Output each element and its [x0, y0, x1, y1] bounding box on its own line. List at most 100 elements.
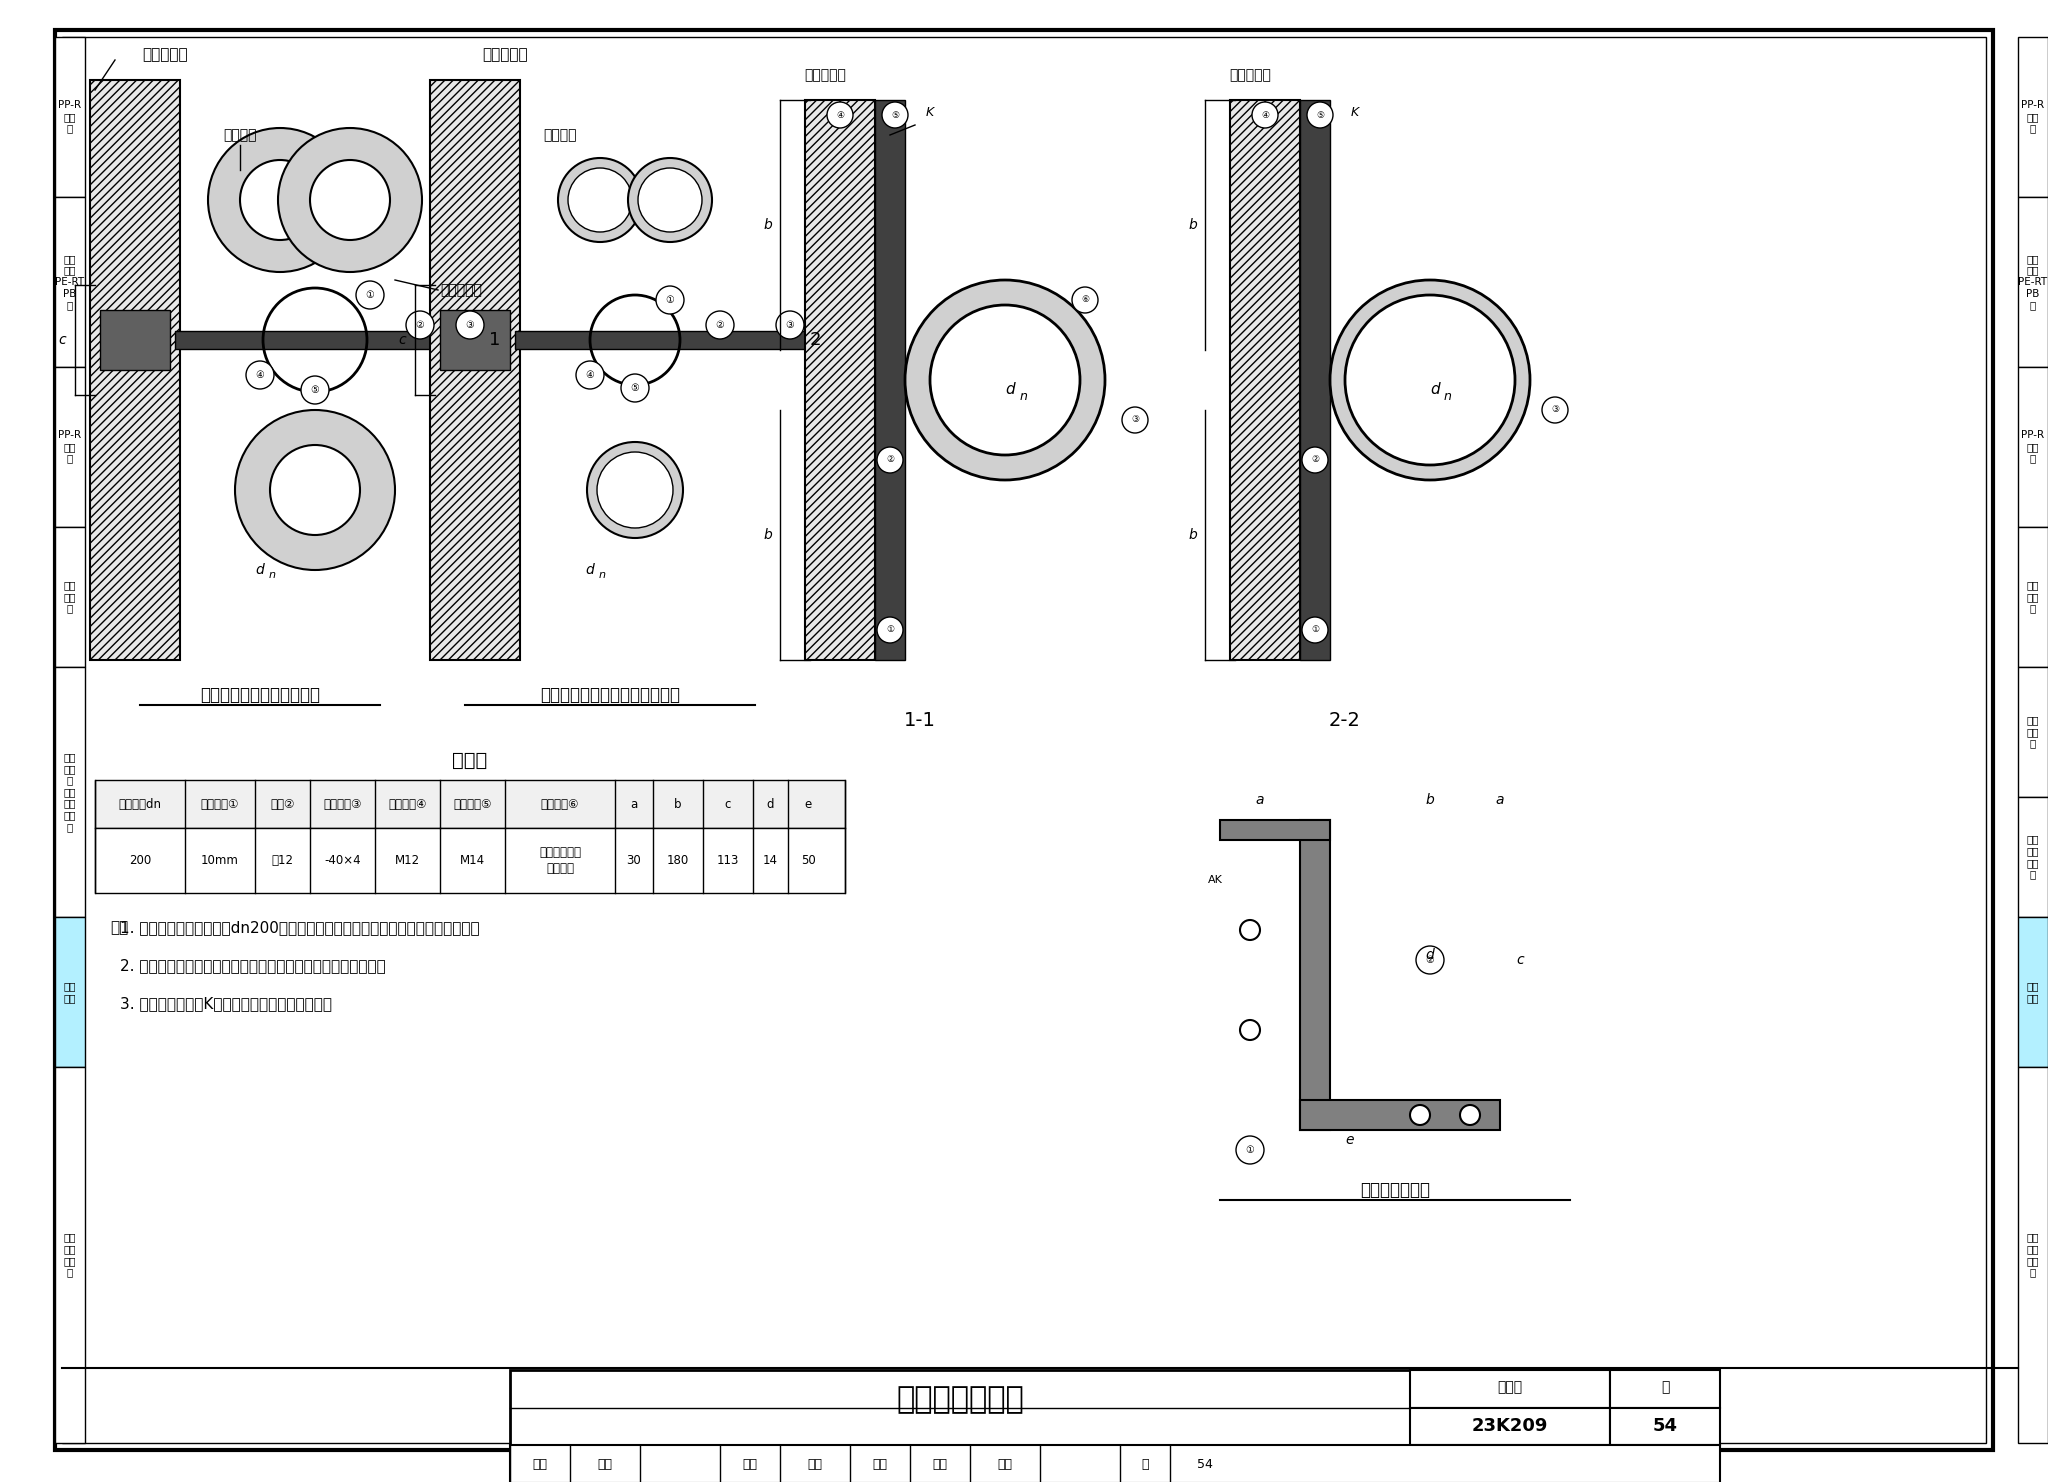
Text: PP-R
稳态
管: PP-R 稳态 管 — [59, 430, 82, 464]
Circle shape — [1303, 448, 1327, 473]
Text: 钢塑
复合
管: 钢塑 复合 管 — [2028, 716, 2040, 748]
Text: c: c — [1516, 953, 1524, 966]
Circle shape — [309, 160, 389, 240]
Circle shape — [1460, 1106, 1481, 1125]
Circle shape — [557, 159, 641, 242]
Circle shape — [930, 305, 1079, 455]
Circle shape — [1239, 920, 1260, 940]
Text: 铝合
金村
PE-RT
PB
管: 铝合 金村 PE-RT PB 管 — [55, 253, 84, 310]
Circle shape — [567, 167, 633, 233]
Text: 绝热木托⑥: 绝热木托⑥ — [541, 797, 580, 811]
Bar — [1409, 1369, 1610, 1408]
Circle shape — [827, 102, 854, 127]
Text: 设计确定: 设计确定 — [223, 127, 256, 142]
Bar — [55, 197, 86, 368]
Text: 邹勇: 邹勇 — [997, 1457, 1012, 1470]
Text: 无绝热层单立管滑动支架立面图: 无绝热层单立管滑动支架立面图 — [541, 686, 680, 704]
Bar — [510, 1445, 1720, 1482]
Circle shape — [598, 452, 674, 528]
Text: 膨胀锚栓④: 膨胀锚栓④ — [389, 797, 426, 811]
Text: ④: ④ — [1262, 111, 1270, 120]
Text: 于迟: 于迟 — [872, 1457, 887, 1470]
Text: ②: ② — [1425, 954, 1434, 965]
Bar — [55, 667, 86, 917]
Text: K: K — [926, 105, 934, 119]
Text: ②: ② — [715, 320, 725, 330]
Circle shape — [236, 411, 395, 571]
Text: 管道
支架: 管道 支架 — [63, 981, 76, 1003]
Circle shape — [209, 127, 352, 273]
Bar — [805, 99, 874, 659]
Text: d: d — [586, 563, 594, 576]
Bar — [2017, 1067, 2048, 1443]
Text: d: d — [1006, 382, 1016, 397]
Text: 材料表: 材料表 — [453, 750, 487, 769]
Text: b: b — [764, 218, 772, 233]
Bar — [1610, 1408, 1720, 1445]
Text: a: a — [1255, 793, 1264, 808]
Text: b: b — [674, 797, 682, 811]
Text: 图集号: 图集号 — [1497, 1380, 1522, 1395]
Text: 10mm: 10mm — [201, 854, 240, 867]
Bar — [2017, 368, 2048, 528]
Bar — [55, 1067, 86, 1443]
Bar — [94, 780, 846, 828]
Circle shape — [246, 362, 274, 388]
Text: 单立管滑动支架: 单立管滑动支架 — [897, 1386, 1024, 1414]
Circle shape — [406, 311, 434, 339]
Circle shape — [1415, 946, 1444, 974]
Text: 混凝土墙体: 混凝土墙体 — [805, 68, 846, 82]
Text: e: e — [1346, 1134, 1354, 1147]
Circle shape — [457, 311, 483, 339]
Circle shape — [1329, 280, 1530, 480]
Text: AK: AK — [1208, 874, 1223, 885]
Text: ②: ② — [1311, 455, 1319, 464]
Text: b: b — [1188, 218, 1198, 233]
Bar — [874, 99, 905, 659]
Text: ①: ① — [666, 295, 674, 305]
Text: 管道
支架: 管道 支架 — [2028, 981, 2040, 1003]
Bar — [55, 37, 86, 197]
Text: 槽钢②: 槽钢② — [270, 797, 295, 811]
Text: c: c — [397, 333, 406, 347]
Bar — [1610, 1369, 1720, 1408]
Bar — [55, 917, 86, 1067]
Circle shape — [639, 167, 702, 233]
Circle shape — [240, 160, 319, 240]
Bar — [94, 828, 846, 894]
Bar — [440, 310, 510, 370]
Circle shape — [621, 373, 649, 402]
Text: 蒋隆: 蒋隆 — [598, 1457, 612, 1470]
Text: d: d — [1430, 382, 1440, 397]
Text: -40×4: -40×4 — [324, 854, 360, 867]
Text: c: c — [725, 797, 731, 811]
Text: b: b — [1188, 528, 1198, 542]
Circle shape — [1071, 288, 1098, 313]
Text: 镀锌螺栓⑤: 镀锌螺栓⑤ — [453, 797, 492, 811]
Circle shape — [1409, 1106, 1430, 1125]
Circle shape — [279, 127, 422, 273]
Circle shape — [883, 102, 907, 127]
Circle shape — [905, 280, 1106, 480]
Text: 200: 200 — [129, 854, 152, 867]
Circle shape — [575, 362, 604, 388]
Circle shape — [1239, 1020, 1260, 1040]
Text: 3. 本图中焊缝高度K值不应小于焊接的钢板厚度。: 3. 本图中焊缝高度K值不应小于焊接的钢板厚度。 — [121, 996, 332, 1012]
Circle shape — [877, 448, 903, 473]
Circle shape — [1122, 408, 1149, 433]
Bar — [2017, 917, 2048, 1067]
Circle shape — [1237, 1137, 1264, 1163]
Text: n: n — [598, 571, 606, 579]
Text: ⑤: ⑤ — [891, 111, 899, 120]
Text: 校对: 校对 — [743, 1457, 758, 1470]
Text: 管道
热补
偿方
式: 管道 热补 偿方 式 — [2028, 834, 2040, 879]
Text: 1-1: 1-1 — [903, 710, 936, 729]
Text: 1: 1 — [489, 330, 500, 348]
Text: b: b — [764, 528, 772, 542]
Text: 1. 本图适用于公称外径为dn200的复合塑料立管在混凝土墙体上的滑动支架安装。: 1. 本图适用于公称外径为dn200的复合塑料立管在混凝土墙体上的滑动支架安装。 — [121, 920, 479, 935]
Text: ③: ③ — [1130, 415, 1139, 424]
Text: ④: ④ — [586, 370, 594, 379]
Text: 14: 14 — [764, 854, 778, 867]
Text: 50: 50 — [801, 854, 815, 867]
Text: 54: 54 — [1198, 1457, 1212, 1470]
